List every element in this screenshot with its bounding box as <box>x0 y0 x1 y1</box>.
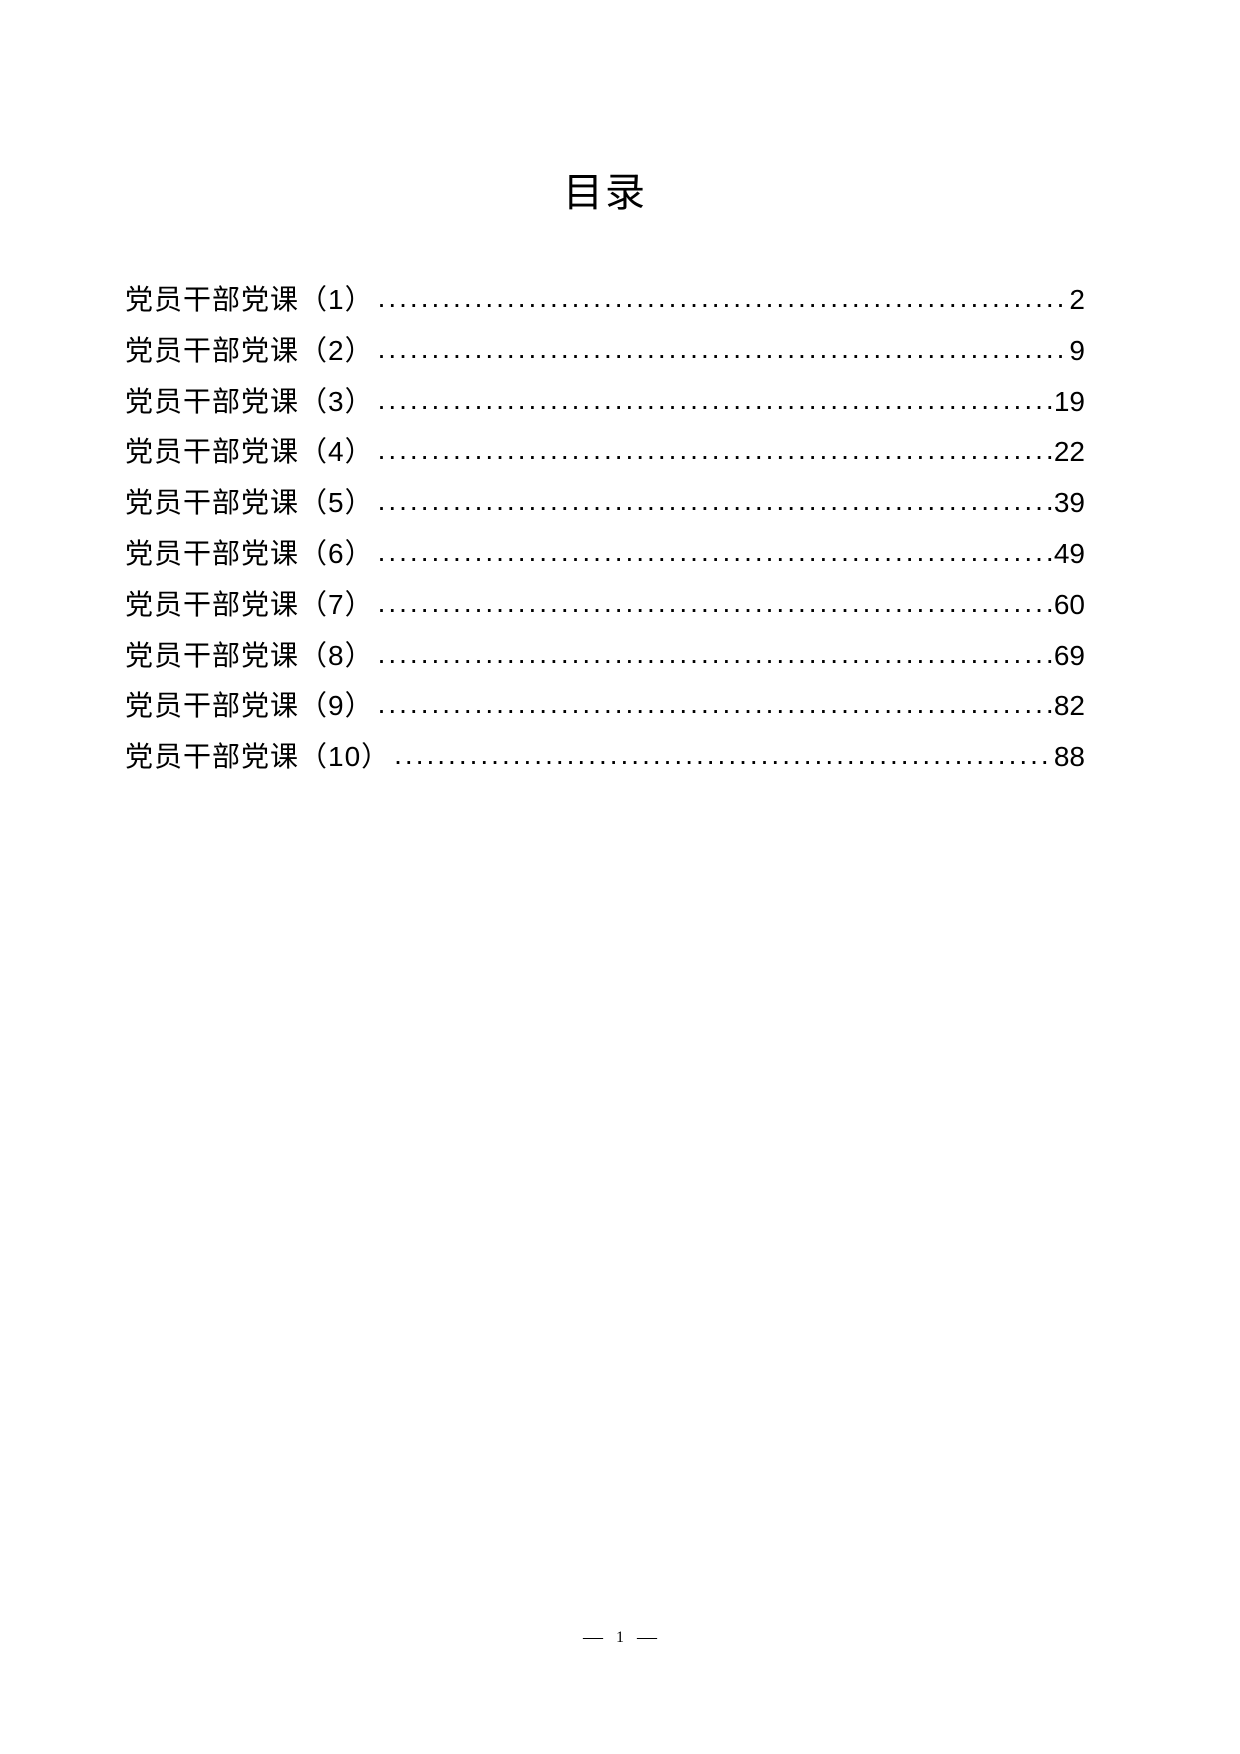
toc-leader <box>374 632 1054 677</box>
toc-entry-page: 69 <box>1054 634 1085 679</box>
toc-leader <box>390 733 1054 778</box>
page-content: 目录 党员干部党课（1） 2 党员干部党课（2） 9 党员干部党课（3） 19 … <box>0 0 1240 780</box>
toc-entry-title: 党员干部党课（1） <box>125 278 374 323</box>
toc-leader <box>374 378 1054 423</box>
toc-entry: 党员干部党课（5） 39 <box>125 481 1085 526</box>
toc-entry-page: 60 <box>1054 583 1085 628</box>
toc-list: 党员干部党课（1） 2 党员干部党课（2） 9 党员干部党课（3） 19 党员干… <box>125 278 1085 780</box>
toc-entry: 党员干部党课（1） 2 <box>125 278 1085 323</box>
toc-entry-title: 党员干部党课（10） <box>125 735 390 780</box>
toc-entry-title: 党员干部党课（7） <box>125 583 374 628</box>
toc-entry-title: 党员干部党课（8） <box>125 634 374 679</box>
toc-entry-title: 党员干部党课（9） <box>125 684 374 729</box>
page-footer: — 1 — <box>0 1626 1240 1649</box>
toc-leader <box>374 479 1054 524</box>
toc-leader <box>374 327 1070 372</box>
toc-entry-title: 党员干部党课（3） <box>125 380 374 425</box>
toc-entry-page: 2 <box>1069 278 1085 323</box>
toc-entry-page: 39 <box>1054 481 1085 526</box>
toc-entry: 党员干部党课（8） 69 <box>125 634 1085 679</box>
footer-dash-right: — <box>629 1626 665 1648</box>
toc-entry: 党员干部党课（10） 88 <box>125 735 1085 780</box>
toc-entry-title: 党员干部党课（5） <box>125 481 374 526</box>
toc-leader <box>374 682 1054 727</box>
toc-entry-title: 党员干部党课（4） <box>125 430 374 475</box>
footer-dash-left: — <box>575 1626 611 1648</box>
toc-entry-page: 82 <box>1054 684 1085 729</box>
toc-entry: 党员干部党课（4） 22 <box>125 430 1085 475</box>
toc-entry-page: 88 <box>1054 735 1085 780</box>
toc-entry-page: 22 <box>1054 430 1085 475</box>
toc-entry-page: 49 <box>1054 532 1085 577</box>
toc-leader <box>374 530 1054 575</box>
toc-entry-page: 9 <box>1069 329 1085 374</box>
toc-entry: 党员干部党课（7） 60 <box>125 583 1085 628</box>
toc-leader <box>374 428 1054 473</box>
toc-leader <box>374 276 1070 321</box>
footer-page-number: 1 <box>616 1629 624 1646</box>
toc-entry-title: 党员干部党课（2） <box>125 329 374 374</box>
toc-entry: 党员干部党课（3） 19 <box>125 380 1085 425</box>
toc-entry-title: 党员干部党课（6） <box>125 532 374 577</box>
toc-entry: 党员干部党课（6） 49 <box>125 532 1085 577</box>
toc-entry: 党员干部党课（9） 82 <box>125 684 1085 729</box>
toc-entry: 党员干部党课（2） 9 <box>125 329 1085 374</box>
toc-entry-page: 19 <box>1054 380 1085 425</box>
toc-title: 目录 <box>125 160 1085 218</box>
toc-leader <box>374 581 1054 626</box>
